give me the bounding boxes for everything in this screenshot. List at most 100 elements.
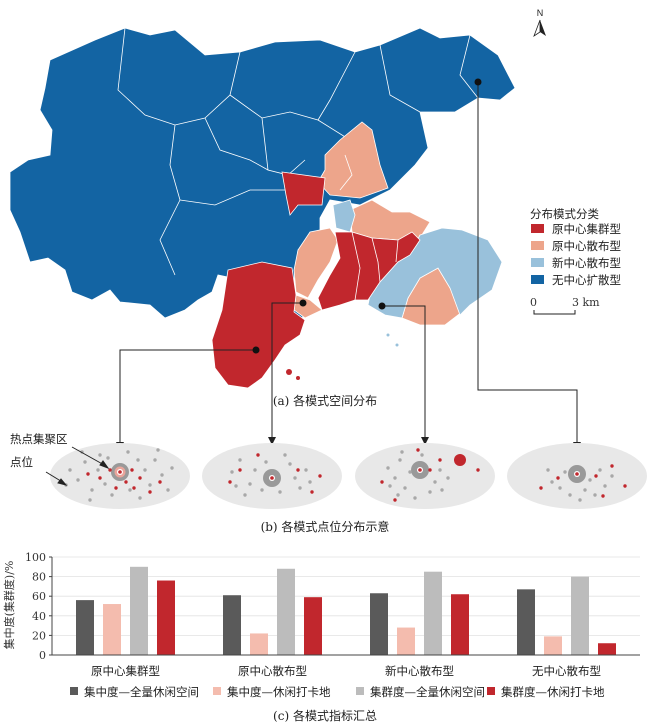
leisure-point (90, 488, 94, 492)
leisure-point (128, 488, 132, 492)
leisure-point (588, 478, 592, 482)
legend-swatch (70, 687, 78, 695)
bar (157, 580, 175, 655)
bar (103, 604, 121, 655)
map-legend-label: 原中心集群型 (552, 222, 621, 236)
checkin-point (556, 476, 560, 480)
checkin-point (148, 490, 152, 494)
bar (304, 597, 322, 655)
map-legend-label: 无中心扩散型 (552, 273, 621, 287)
checkin-point (228, 480, 232, 484)
legend-swatch (487, 687, 495, 695)
scale-bar (533, 310, 576, 315)
bar (397, 627, 415, 655)
leisure-point (248, 482, 252, 486)
leisure-point (110, 493, 114, 497)
leisure-point (136, 458, 140, 462)
bar (370, 593, 388, 655)
schematics (50, 443, 647, 509)
hotspot-point (418, 468, 422, 472)
leisure-point (578, 498, 582, 502)
checkin-point (594, 474, 598, 478)
checkin-point (601, 494, 605, 498)
checkin-point (158, 480, 162, 484)
legend-label: 集中度—全量休闲空间 (84, 685, 199, 699)
bar (424, 571, 442, 655)
checkin-point (428, 468, 432, 472)
y-axis-title: 集中度(集群度)/% (2, 561, 16, 650)
region-orig-center-scatter-w (293, 227, 339, 299)
map-legend-label: 新中心散布型 (552, 256, 621, 270)
checkin-point (86, 472, 90, 476)
leisure-point (598, 468, 602, 472)
leisure-point (568, 493, 572, 497)
leisure-point (143, 468, 147, 472)
leisure-point (238, 458, 242, 462)
legend-swatch (356, 687, 364, 695)
north-label: N (537, 8, 544, 18)
bar (571, 576, 589, 655)
leader-dots (252, 78, 482, 354)
leisure-point (420, 453, 424, 457)
bar (517, 589, 535, 655)
leader-arrowheads (116, 437, 581, 450)
leisure-point (563, 470, 567, 474)
north-arrow: N (533, 8, 546, 38)
hotspot-point (575, 472, 579, 476)
scale-start-label: 0 (530, 296, 537, 309)
leisure-point (106, 456, 110, 460)
bar (451, 594, 469, 655)
checkin-point (98, 476, 102, 480)
leisure-point (264, 460, 268, 464)
leisure-point (83, 460, 87, 464)
leisure-point (293, 476, 297, 480)
checkin-point (416, 448, 420, 452)
hotspot-point (118, 470, 122, 474)
checkin-point (476, 468, 480, 472)
checkin-point (380, 480, 384, 484)
checkin-point (130, 468, 134, 472)
annot-hotspot: 热点集聚区 (10, 432, 68, 446)
leisure-point (408, 470, 412, 474)
checkin-point (132, 486, 136, 490)
island (296, 376, 300, 380)
leisure-point (283, 453, 287, 457)
bar (544, 636, 562, 655)
island (386, 333, 390, 337)
y-tick-label: 0 (39, 649, 46, 662)
leisure-point (308, 480, 312, 484)
leisure-point (166, 488, 170, 492)
region-orig-center-scatter-c (349, 199, 431, 241)
checkin-point (256, 453, 260, 457)
y-tick-label: 100 (25, 551, 46, 564)
leisure-point (610, 474, 614, 478)
leisure-point (138, 496, 142, 500)
leisure-point (288, 462, 292, 466)
checkin-point (539, 486, 543, 490)
map-legend-swatch (531, 275, 544, 284)
checkin-point (238, 468, 242, 472)
bar-chart: 0 20 40 60 80 100 原中心集群型 原中心散布型 新中心散布型 无中心散布型 集中度… (2, 551, 640, 699)
y-tick-label: 40 (32, 610, 46, 623)
map-legend-label: 原中心散布型 (552, 239, 621, 253)
legend-label: 集群度—休闲打卡地 (501, 685, 605, 699)
checkin-point (138, 476, 142, 480)
y-tick-label: 60 (32, 590, 46, 603)
bar (277, 568, 295, 655)
bar (598, 643, 616, 655)
hotspot-point (270, 476, 274, 480)
leisure-point (98, 453, 102, 457)
leisure-point (546, 468, 550, 472)
legend-swatch (213, 687, 221, 695)
leisure-point (170, 466, 174, 470)
leisure-point (103, 482, 107, 486)
leader-lines (119, 82, 578, 445)
leisure-point (403, 486, 407, 490)
island (286, 369, 292, 375)
leisure-point (398, 458, 402, 462)
cluster-district-lines (339, 154, 399, 301)
y-tick-label: 80 (32, 571, 46, 584)
legend-label: 集中度—休闲打卡地 (227, 685, 331, 699)
leisure-point (558, 486, 562, 490)
leisure-point (583, 488, 587, 492)
